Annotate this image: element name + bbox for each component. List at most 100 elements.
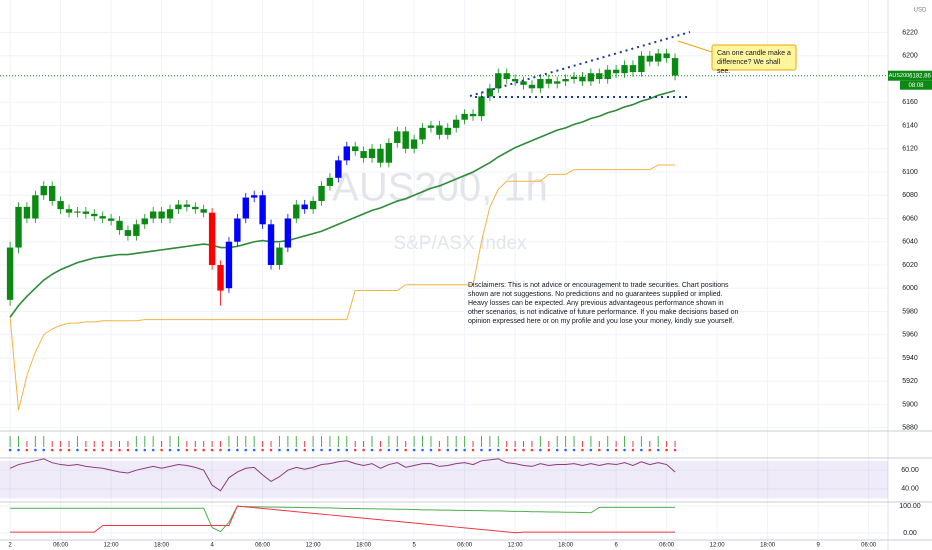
signal-dot [227,448,231,452]
candle-body [410,139,418,149]
x-tick-label: 06:00 [255,543,271,549]
candle-body [200,209,207,213]
candle-body [671,58,679,76]
candle-body [40,185,47,196]
signal-dot [429,448,433,452]
candle-body [638,55,645,73]
countdown-box [900,80,932,90]
x-tick-label: 2 [8,543,12,549]
candle-body [15,206,22,248]
signal-dot [623,448,626,452]
signal-dot [471,448,475,452]
signal-dot [673,448,677,452]
disclaimer: Disclaimers: This is not advice or encou… [468,282,739,325]
signal-dot [328,448,332,452]
signal-dot [631,448,635,452]
signal-dot [286,448,290,452]
candle-body [175,204,182,210]
overlay-line [9,164,676,411]
candle-body [99,216,106,219]
signal-dot [151,448,155,452]
signal-dot [370,448,374,452]
y-tick-label: 6060 [902,215,918,222]
y-tick-label: 40.00 [901,486,919,493]
signal-dot [606,448,610,452]
signal-dot [244,448,248,452]
candle-body [23,206,31,219]
signal-dot [101,448,104,452]
last-price-label: 6182.86 [909,73,931,79]
candle-body [579,76,586,82]
candle-body [646,55,653,62]
candle-body [141,218,148,225]
signal-dot [337,448,340,452]
signal-dot [76,448,79,452]
signal-dot [278,448,281,452]
candle-body [453,119,460,128]
candle-body [495,73,502,89]
y-tick-label: 5940 [902,355,918,362]
candle-body [385,142,393,163]
signal-dot [353,448,357,452]
signal-dot [488,448,492,452]
x-tick-label: 9 [816,543,820,549]
countdown-label: 08:08 [908,83,924,89]
candle-body [318,185,325,202]
signal-dot [185,448,189,452]
y-tick-label: 6120 [902,146,918,153]
candle-body [629,65,637,73]
signal-dot [572,448,576,452]
candle-body [183,204,191,207]
signal-dot [42,448,46,452]
signal-dot [505,448,509,452]
y-tick-label: 6020 [902,262,918,269]
indicator-line [10,505,676,534]
candle-body [107,218,115,221]
signal-dot [92,448,96,452]
signal-dot [387,448,391,452]
candle-body [503,73,510,80]
signal-dot [404,448,408,452]
candle-body [234,218,241,242]
y-tick-label: 6100 [902,169,918,176]
signal-dot [50,448,54,452]
signal-dot [269,448,273,452]
signal-dot [135,448,138,452]
candle-body [402,131,409,149]
candle-body [149,211,157,219]
candle-body [520,81,527,85]
candle-body [427,125,435,128]
signal-dot [496,448,500,452]
candle-body [284,218,292,248]
y-tick-label: 5900 [902,401,918,408]
candle-body [6,247,14,300]
candle-body [528,84,536,89]
x-tick-label: 5 [412,543,416,549]
signal-dot [463,448,466,452]
x-tick-label: 4 [210,543,214,549]
signal-dot [555,448,559,452]
signal-dot [454,448,458,452]
candle-body [554,81,561,84]
y-tick-label: 100.00 [899,503,921,510]
candle-body [124,230,132,236]
candle-body [461,113,468,120]
x-tick-label: 06:00 [659,543,675,549]
x-tick-label: 12:00 [306,543,322,549]
y-tick-label: 6200 [902,53,918,60]
plot: 5880 5900 5920 5940 5960 5980 6000 6020 6040 6060… [0,29,932,549]
candle-body [604,69,611,80]
candle-body [301,204,308,210]
y-tick-label: 6220 [902,29,918,36]
symbol-label: AUS200 [889,73,910,79]
y-tick-label: 0.00 [903,530,917,537]
signal-dot [320,448,323,452]
signal-dot [118,448,121,452]
candle-body [360,151,367,159]
candle-body [419,127,426,140]
y-tick-label: 6000 [902,285,918,292]
candle-body [158,211,165,219]
signal-dot [648,448,652,452]
